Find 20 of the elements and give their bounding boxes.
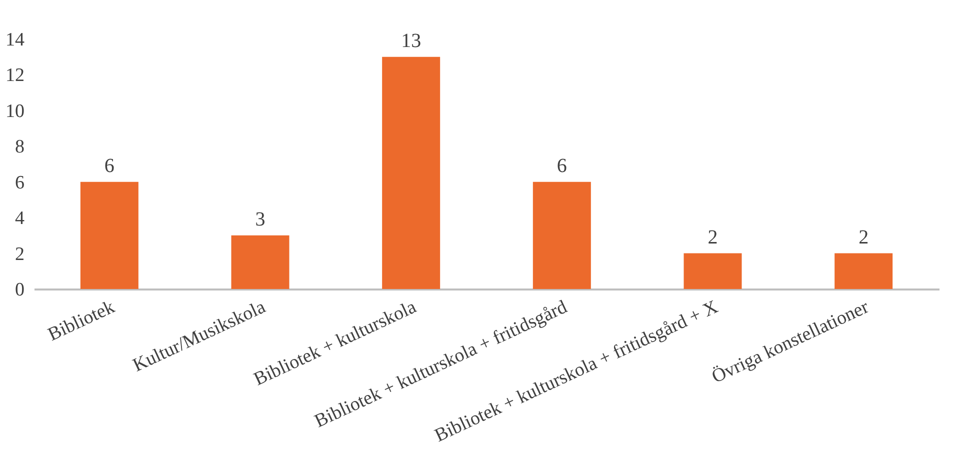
- data-label: 2: [858, 226, 869, 248]
- data-label: 6: [556, 154, 567, 177]
- y-tick-label: 10: [6, 100, 24, 122]
- data-label: 6: [104, 154, 114, 177]
- y-tick-label: 14: [6, 30, 25, 50]
- bar: [834, 253, 893, 289]
- y-tick-label: 2: [15, 244, 24, 265]
- y-tick-label: 8: [15, 136, 24, 158]
- bar: [532, 182, 591, 289]
- y-tick-label: 4: [15, 208, 25, 230]
- bar: [382, 56, 440, 289]
- data-label: 3: [255, 208, 266, 230]
- bar: [684, 253, 742, 289]
- bar: [80, 182, 138, 289]
- y-tick-label: 12: [6, 65, 24, 86]
- y-tick-label: 0: [15, 280, 24, 300]
- data-label: 13: [401, 30, 422, 52]
- data-label: 2: [708, 226, 718, 248]
- bar: [231, 235, 290, 289]
- y-tick-label: 6: [15, 172, 24, 194]
